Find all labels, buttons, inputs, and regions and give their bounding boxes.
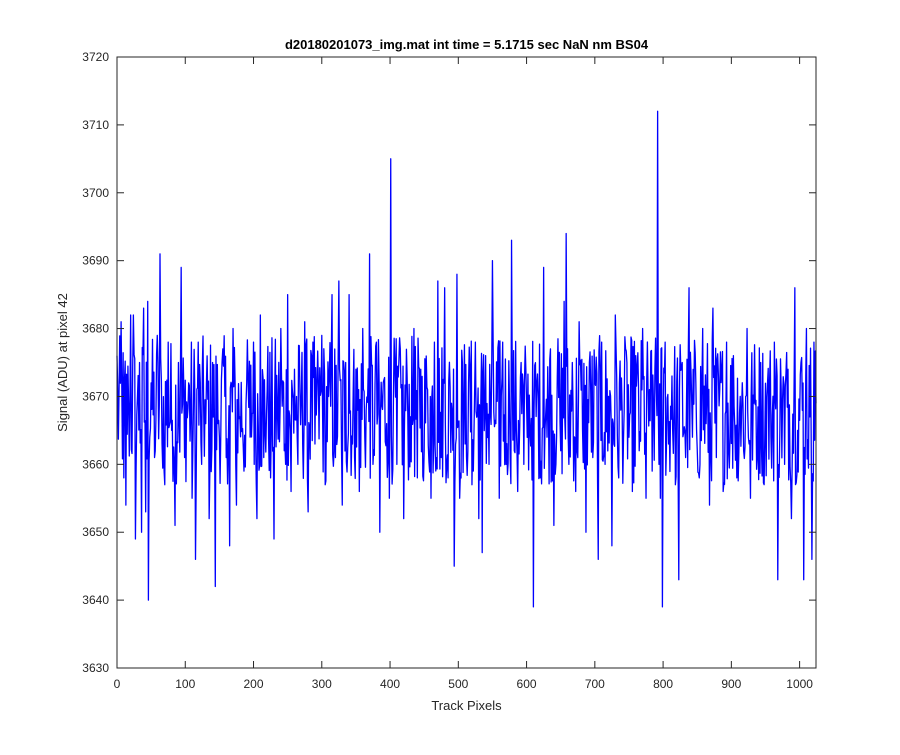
x-tick-label: 0: [114, 677, 121, 691]
y-tick-label: 3720: [82, 50, 109, 64]
y-tick-label: 3680: [82, 322, 109, 336]
y-tick-label: 3640: [82, 593, 109, 607]
y-axis: 3630 3640 3650 3660 3670 3680 3690 3700 3710 3720: [82, 50, 816, 675]
x-axis-label: Track Pixels: [431, 698, 502, 713]
x-tick-label: 700: [585, 677, 605, 691]
x-tick-label: 600: [517, 677, 537, 691]
y-tick-label: 3710: [82, 118, 109, 132]
data-layer: [116, 110, 817, 608]
x-tick-label: 800: [653, 677, 673, 691]
y-tick-label: 3650: [82, 525, 109, 539]
x-tick-label: 100: [175, 677, 195, 691]
x-tick-label: 200: [244, 677, 264, 691]
chart-title: d20180201073_img.mat int time = 5.1715 s…: [285, 37, 649, 52]
y-tick-label: 3630: [82, 661, 109, 675]
y-axis-label: Signal (ADU) at pixel 42: [55, 293, 70, 432]
x-tick-label: 900: [721, 677, 741, 691]
plot-frame: [116, 56, 817, 669]
y-tick-label: 3690: [82, 254, 109, 268]
x-tick-label: 400: [380, 677, 400, 691]
x-tick-label: 1000: [786, 677, 813, 691]
x-tick-label: 300: [312, 677, 332, 691]
series-line: [116, 110, 817, 608]
y-tick-label: 3670: [82, 389, 109, 403]
x-axis: 0 100 200 300 400 500 600 700 800 900 1000: [114, 57, 813, 691]
y-tick-label: 3660: [82, 457, 109, 471]
y-tick-label: 3700: [82, 186, 109, 200]
x-tick-label: 500: [448, 677, 468, 691]
